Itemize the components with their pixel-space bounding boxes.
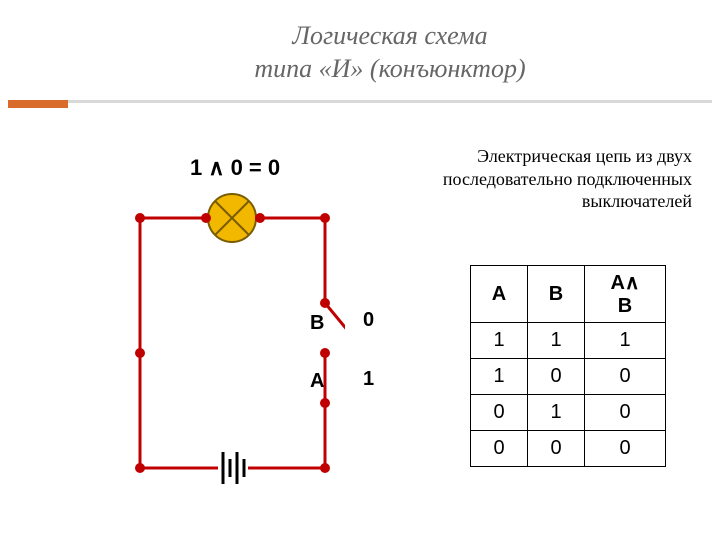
cell: 0 [471,431,528,467]
cell: 1 [471,323,528,359]
cell: 0 [528,359,585,395]
title-line1: Логическая схема [292,21,487,50]
title-accent [8,100,68,108]
cell: 0 [585,359,666,395]
switch-b-arm [325,303,345,343]
circuit-node [135,348,145,358]
lamp-icon [208,194,256,242]
switch-b-state: 0 [363,309,374,332]
table-row: 1 1 1 [471,323,666,359]
title-line2: типа «И» (конъюнктор) [254,54,525,83]
circuit-node [320,348,330,358]
col-b-header: B [528,266,585,323]
circuit-node [320,398,330,408]
title-divider [8,100,712,103]
circuit-node [135,213,145,223]
table-row: 1 0 0 [471,359,666,395]
cell: 1 [585,323,666,359]
col-result-header: A∧ B [585,266,666,323]
switch-a-state: 1 [363,368,374,391]
circuit-node [320,463,330,473]
description-text: Электрическая цепь из двух последователь… [412,145,692,213]
circuit-node [320,213,330,223]
cell: 1 [528,323,585,359]
switch-b-label: B [310,312,324,335]
cell: 0 [528,431,585,467]
circuit-node [201,213,211,223]
cell: 0 [471,395,528,431]
battery-icon [223,452,244,484]
cell: 1 [528,395,585,431]
truth-table: A B A∧ B 1 1 1 1 0 0 0 1 0 0 0 0 [470,265,666,467]
cell: 0 [585,395,666,431]
circuit-node [135,463,145,473]
circuit-node [255,213,265,223]
equation-text: 1 ∧ 0 = 0 [190,155,280,181]
switch-a-label: A [310,370,324,393]
circuit-diagram [120,188,345,488]
table-header-row: A B A∧ B [471,266,666,323]
col-a-header: A [471,266,528,323]
result-header-line2: B [618,295,632,317]
circuit-node [320,298,330,308]
slide-title: Логическая схема типа «И» (конъюнктор) [180,20,600,85]
cell: 1 [471,359,528,395]
table-row: 0 0 0 [471,431,666,467]
result-header-line1: A∧ [610,272,639,294]
table-row: 0 1 0 [471,395,666,431]
cell: 0 [585,431,666,467]
